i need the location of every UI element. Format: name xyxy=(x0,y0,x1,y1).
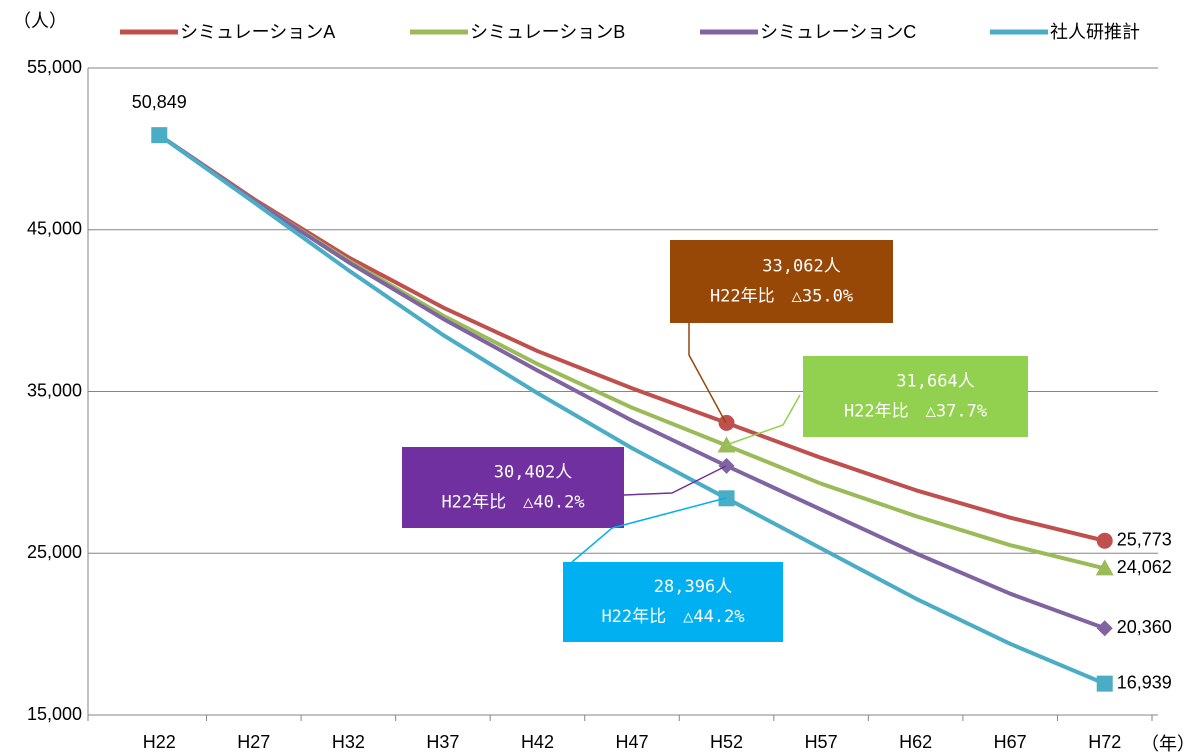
callout-leader xyxy=(623,465,727,496)
series-line xyxy=(158,133,1106,686)
legend-label: シミュレーションB xyxy=(470,22,625,42)
legend-label: 社人研推計 xyxy=(1050,22,1140,42)
series-line xyxy=(158,133,1106,631)
callout-leader xyxy=(725,394,801,446)
x-tick-label: H67 xyxy=(994,732,1027,752)
y-tick-label: 15,000 xyxy=(27,704,82,724)
x-tick-label: H57 xyxy=(805,732,838,752)
x-axis-label: （年） xyxy=(1141,734,1194,754)
y-tick-label: 35,000 xyxy=(27,380,82,400)
callout-text: 31,664人 xyxy=(896,372,974,392)
callout-text: 28,396人 xyxy=(654,577,732,597)
callout-box xyxy=(563,562,783,642)
callout-text: 33,062人 xyxy=(762,257,840,277)
y-axis-label: （人） xyxy=(13,11,67,31)
marker xyxy=(1096,620,1113,637)
callout-text: H22年比 △35.0% xyxy=(710,287,853,307)
callout-box xyxy=(670,240,893,323)
data-label: 24,062 xyxy=(1117,557,1172,577)
x-tick-label: H72 xyxy=(1088,732,1121,752)
y-tick-label: 55,000 xyxy=(27,57,82,77)
y-tick-label: 25,000 xyxy=(27,542,82,562)
series-line xyxy=(158,133,1106,543)
marker xyxy=(151,127,168,144)
callout-text: 30,402人 xyxy=(494,463,572,483)
data-label: 50,849 xyxy=(132,92,187,112)
x-tick-label: H47 xyxy=(615,732,648,752)
x-tick-label: H52 xyxy=(710,732,743,752)
marker xyxy=(718,414,735,431)
x-tick-label: H22 xyxy=(143,732,176,752)
callout-box xyxy=(803,356,1028,437)
callout-text: H22年比 △37.7% xyxy=(844,402,987,422)
x-tick-label: H62 xyxy=(899,732,932,752)
callout-leader xyxy=(571,497,727,563)
callout-leader xyxy=(688,323,727,424)
marker xyxy=(1096,675,1113,692)
marker xyxy=(1095,559,1114,576)
x-tick-label: H32 xyxy=(332,732,365,752)
x-tick-label: H27 xyxy=(237,732,270,752)
marker xyxy=(718,457,735,474)
callout-box xyxy=(402,447,624,528)
callout-text: H22年比 △40.2% xyxy=(441,493,584,513)
legend-label: シミュレーションA xyxy=(180,22,335,42)
data-label: 20,360 xyxy=(1117,617,1172,637)
marker xyxy=(718,490,735,507)
y-tick-label: 45,000 xyxy=(27,219,82,239)
x-tick-label: H37 xyxy=(426,732,459,752)
data-label: 25,773 xyxy=(1117,529,1172,549)
callout-text: H22年比 △44.2% xyxy=(601,607,744,627)
legend-label: シミュレーションC xyxy=(760,22,916,42)
x-tick-label: H42 xyxy=(521,732,554,752)
data-label: 16,939 xyxy=(1117,672,1172,692)
marker xyxy=(1096,532,1113,549)
